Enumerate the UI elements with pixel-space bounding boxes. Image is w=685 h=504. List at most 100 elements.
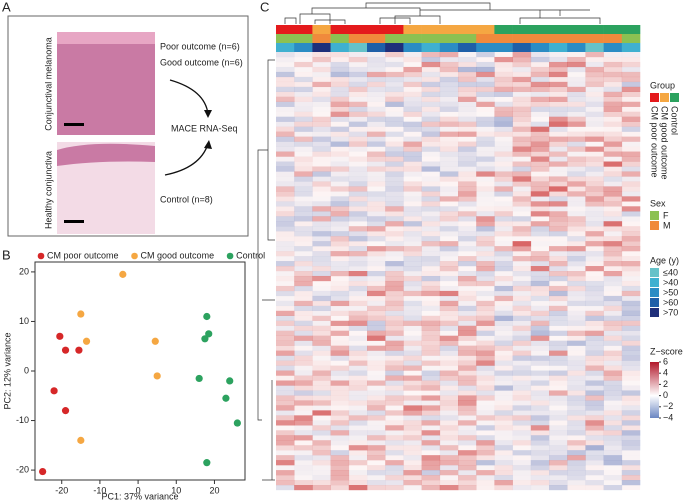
heatmap-texture <box>585 226 604 232</box>
heatmap-texture <box>494 385 513 391</box>
heatmap-texture <box>367 315 386 321</box>
heatmap-texture <box>439 320 459 326</box>
heatmap-texture <box>494 305 513 312</box>
heatmap-texture <box>603 251 623 257</box>
heatmap-texture <box>531 301 550 306</box>
heatmap-texture <box>403 236 422 242</box>
point <box>119 270 127 278</box>
heatmap-texture <box>458 380 477 386</box>
heatmap-texture <box>549 81 568 88</box>
heatmap-texture <box>585 191 604 197</box>
heatmap-texture <box>421 121 441 127</box>
point <box>77 310 85 318</box>
heatmap-texture <box>330 236 350 242</box>
heatmap-texture <box>276 206 295 212</box>
heatmap-texture <box>531 236 550 241</box>
heatmap-texture <box>385 251 404 257</box>
heatmap-texture <box>294 320 313 326</box>
heatmap-texture <box>294 236 313 242</box>
heatmap-texture <box>494 241 513 246</box>
heatmap-texture <box>403 136 422 142</box>
heatmap-texture <box>385 365 404 371</box>
heatmap-texture <box>276 320 295 326</box>
heatmap-texture <box>512 66 532 73</box>
heatmap-texture <box>549 226 568 232</box>
heatmap-texture <box>294 256 313 262</box>
heatmap-texture <box>603 196 623 202</box>
heatmap-texture <box>367 460 386 465</box>
heatmap-texture <box>348 256 368 262</box>
heatmap-texture <box>421 280 441 287</box>
scale-label: −2 <box>663 401 673 411</box>
heatmap-texture <box>312 345 331 351</box>
heatmap-texture <box>530 166 550 172</box>
heatmap-texture <box>330 400 350 406</box>
heatmap-texture <box>567 196 586 202</box>
heatmap-texture <box>439 275 459 282</box>
heatmap-texture <box>603 191 623 197</box>
heatmap-texture <box>494 415 513 421</box>
heatmap-texture <box>530 410 550 416</box>
heatmap-texture <box>494 410 513 416</box>
heatmap-texture <box>604 291 623 296</box>
heatmap-texture <box>312 290 331 297</box>
heatmap-texture <box>458 385 477 391</box>
annotation-cell <box>403 43 422 52</box>
heatmap-texture <box>421 415 441 421</box>
heatmap-texture <box>530 345 550 351</box>
heatmap-texture <box>531 216 550 221</box>
heatmap-texture <box>385 345 404 351</box>
heatmap-texture <box>421 136 441 142</box>
heatmap-texture <box>604 346 623 351</box>
heatmap-texture <box>385 380 404 386</box>
heatmap-texture <box>348 395 368 401</box>
heatmap-texture <box>512 86 532 93</box>
heatmap-texture <box>603 96 623 102</box>
heatmap-texture <box>494 86 513 93</box>
heatmap-texture <box>494 280 513 287</box>
heatmap-texture <box>458 405 477 411</box>
panel-label: C <box>260 0 269 14</box>
heatmap-texture <box>385 435 404 441</box>
heatmap-texture <box>330 96 350 102</box>
heatmap-texture <box>276 370 295 376</box>
heatmap-texture <box>385 350 404 356</box>
heatmap-texture <box>549 275 568 282</box>
heatmap-texture <box>439 241 459 247</box>
heatmap-texture <box>621 186 641 192</box>
heatmap-texture <box>439 136 459 142</box>
heatmap-texture <box>476 151 495 157</box>
x-tick-label: -10 <box>93 485 106 495</box>
heatmap-texture <box>294 206 313 212</box>
heatmap-texture <box>294 261 313 267</box>
heatmap-texture <box>494 330 513 336</box>
heatmap-texture <box>439 161 459 167</box>
heatmap-texture <box>476 271 495 277</box>
heatmap-texture <box>421 131 441 137</box>
heatmap-texture <box>421 460 441 466</box>
heatmap-texture <box>367 116 386 122</box>
heatmap-texture <box>330 465 350 471</box>
heatmap-texture <box>439 390 459 396</box>
heatmap-texture <box>458 216 477 222</box>
heatmap-texture <box>512 161 532 167</box>
heatmap-texture <box>585 52 604 58</box>
heatmap-texture <box>621 465 641 471</box>
heatmap-texture <box>294 370 313 376</box>
heatmap-texture <box>494 445 513 451</box>
heatmap-texture <box>530 445 550 451</box>
heatmap-texture <box>294 191 313 197</box>
heatmap-texture <box>549 161 568 167</box>
heatmap-texture <box>367 81 386 88</box>
heatmap-texture <box>549 420 568 425</box>
heatmap-texture <box>622 132 641 137</box>
heatmap-texture <box>367 91 386 97</box>
heatmap-texture <box>585 370 604 376</box>
heatmap-texture <box>348 81 368 88</box>
heatmap-texture <box>549 430 568 436</box>
heatmap-texture <box>458 131 477 137</box>
heatmap-texture <box>549 425 568 431</box>
heatmap-texture <box>421 285 441 292</box>
heatmap-texture <box>330 450 350 456</box>
heatmap-texture <box>567 56 586 63</box>
